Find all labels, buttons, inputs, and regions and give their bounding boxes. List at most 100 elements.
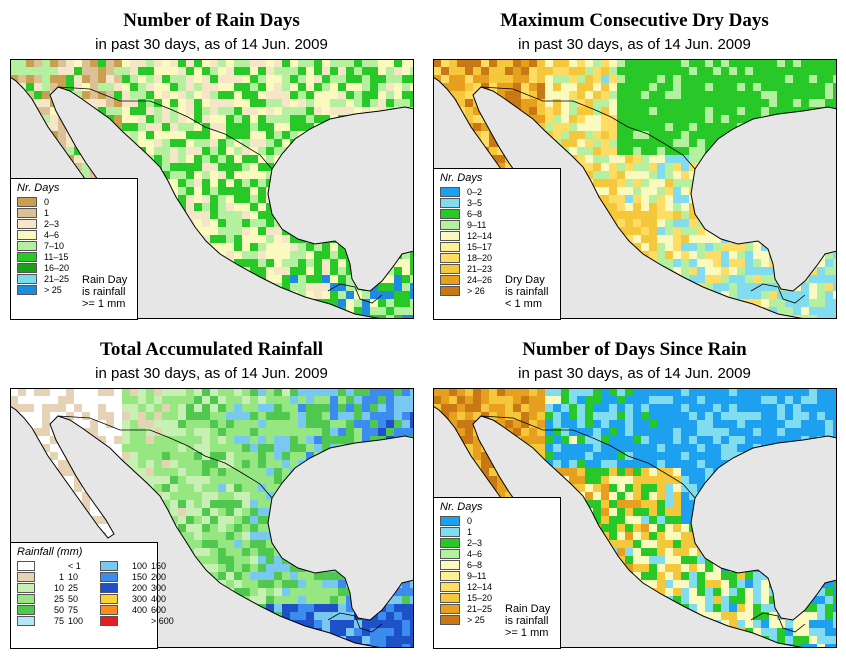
raster-cell <box>657 123 665 131</box>
raster-cell <box>146 67 154 75</box>
raster-cell <box>242 203 250 211</box>
raster-cell <box>50 412 58 420</box>
raster-cell <box>681 163 689 171</box>
raster-cell <box>306 388 314 396</box>
raster-cell <box>689 75 697 83</box>
raster-cell <box>825 315 833 319</box>
raster-cell <box>82 420 90 428</box>
legend-swatch <box>440 252 460 263</box>
raster-cell <box>178 155 186 163</box>
raster-cell <box>242 227 250 235</box>
raster-cell <box>258 147 266 155</box>
raster-cell <box>154 139 162 147</box>
raster-cell <box>761 267 769 275</box>
raster-cell <box>386 388 394 396</box>
raster-cell <box>58 75 66 83</box>
raster-cell <box>721 123 729 131</box>
raster-cell <box>641 75 649 83</box>
raster-cell <box>42 428 50 436</box>
raster-cell <box>186 131 194 139</box>
raster-cell <box>362 412 370 420</box>
raster-cell <box>114 388 122 396</box>
raster-cell <box>122 115 130 123</box>
raster-cell <box>737 115 745 123</box>
raster-cell <box>769 91 777 99</box>
raster-cell <box>266 580 274 588</box>
legend-item: 18–20 <box>440 252 560 263</box>
raster-cell <box>314 428 322 436</box>
raster-cell <box>330 291 338 299</box>
raster-cell <box>362 420 370 428</box>
raster-cell <box>178 91 186 99</box>
raster-cell <box>218 556 226 564</box>
raster-cell <box>258 91 266 99</box>
raster-cell <box>178 460 186 468</box>
raster-cell <box>585 59 593 67</box>
raster-cell <box>713 235 721 243</box>
raster-cell <box>74 155 82 163</box>
raster-cell <box>250 404 258 412</box>
raster-cell <box>250 99 258 107</box>
raster-cell <box>330 67 338 75</box>
raster-cell <box>641 131 649 139</box>
raster-cell <box>178 468 186 476</box>
raster-cell <box>290 564 298 572</box>
raster-cell <box>681 195 689 203</box>
raster-cell <box>282 259 290 267</box>
raster-cell <box>274 75 282 83</box>
raster-cell <box>186 476 194 484</box>
raster-cell <box>218 163 226 171</box>
raster-cell <box>641 155 649 163</box>
raster-cell <box>394 604 402 612</box>
raster-cell <box>34 420 42 428</box>
raster-cell <box>114 412 122 420</box>
raster-cell <box>258 444 266 452</box>
raster-cell <box>234 147 242 155</box>
raster-cell <box>186 179 194 187</box>
raster-cell <box>194 211 202 219</box>
raster-cell <box>809 315 817 319</box>
raster-cell <box>210 508 218 516</box>
raster-cell <box>553 75 561 83</box>
raster-cell <box>210 516 218 524</box>
raster-cell <box>753 75 761 83</box>
raster-cell <box>378 307 386 315</box>
raster-cell <box>146 115 154 123</box>
raster-cell <box>673 235 681 243</box>
legend-item: 24–26 <box>440 274 560 285</box>
raster-cell <box>657 75 665 83</box>
raster-cell <box>713 267 721 275</box>
raster-cell <box>673 107 681 115</box>
raster-cell <box>146 476 154 484</box>
raster-cell <box>410 612 414 620</box>
raster-cell <box>274 227 282 235</box>
raster-cell <box>250 516 258 524</box>
raster-cell <box>601 179 609 187</box>
raster-cell <box>178 59 186 67</box>
raster-cell <box>585 131 593 139</box>
raster-cell <box>641 203 649 211</box>
raster-cell <box>170 492 178 500</box>
raster-cell <box>633 147 641 155</box>
raster-cell <box>114 115 122 123</box>
raster-cell <box>130 436 138 444</box>
raster-cell <box>601 155 609 163</box>
raster-cell <box>665 83 673 91</box>
raster-cell <box>210 147 218 155</box>
raster-cell <box>362 299 370 307</box>
raster-cell <box>106 436 114 444</box>
raster-cell <box>545 59 553 67</box>
raster-cell <box>154 83 162 91</box>
raster-cell <box>226 500 234 508</box>
raster-cell <box>234 532 242 540</box>
raster-cell <box>90 91 98 99</box>
raster-cell <box>577 99 585 107</box>
raster-cell <box>314 59 322 67</box>
raster-cell <box>154 155 162 163</box>
raster-cell <box>665 75 673 83</box>
raster-cell <box>274 155 282 163</box>
raster-cell <box>386 604 394 612</box>
raster-cell <box>609 67 617 75</box>
raster-cell <box>673 91 681 99</box>
raster-cell <box>577 131 585 139</box>
